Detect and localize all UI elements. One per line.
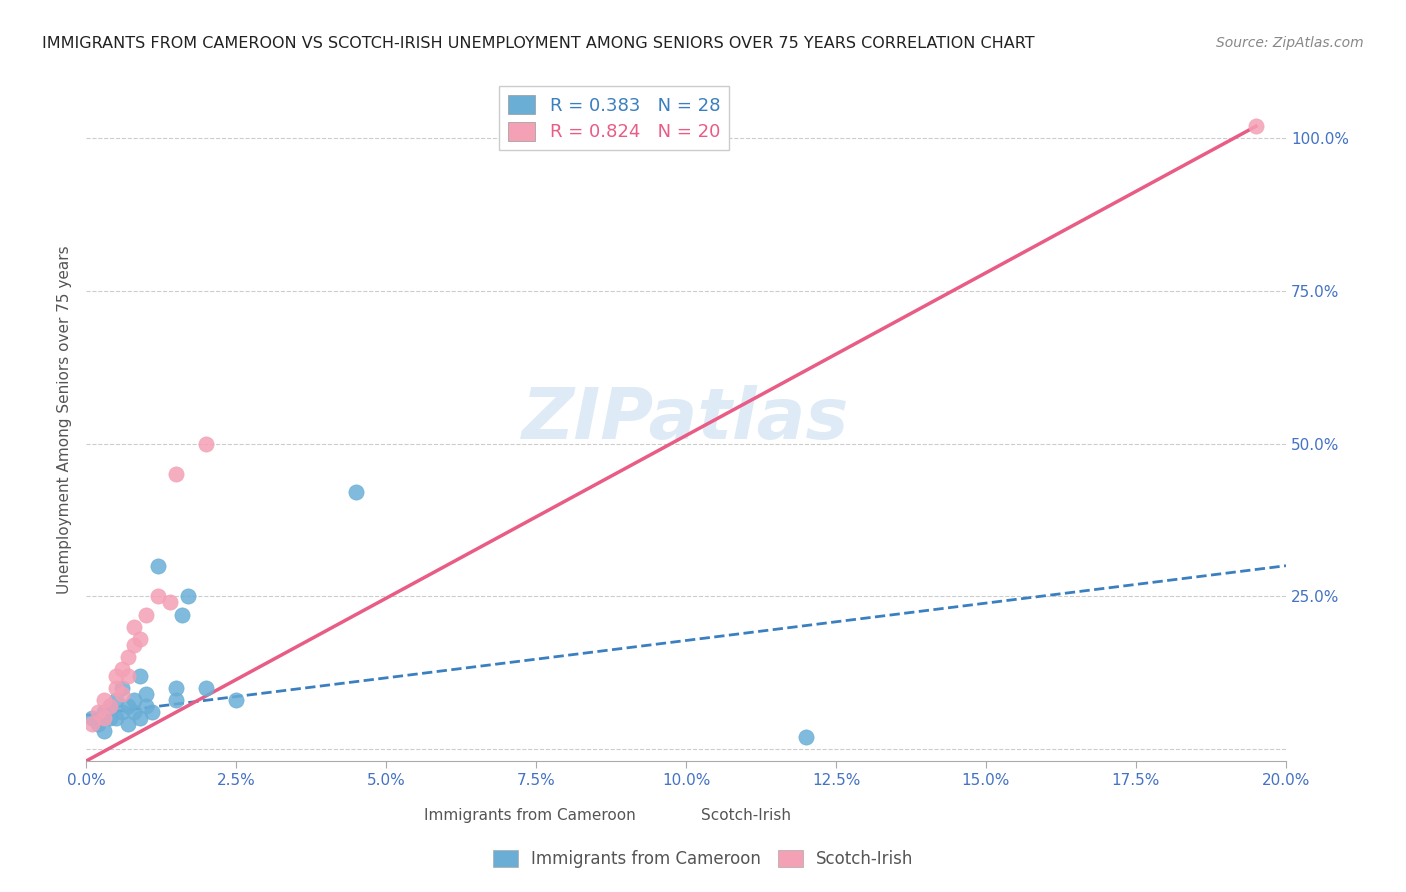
Point (98, 711, 121, 725)
Point (80, 717, 103, 731)
Legend: Immigrants from Cameroon, Scotch-Irish: Immigrants from Cameroon, Scotch-Irish (486, 843, 920, 875)
Text: Immigrants from Cameroon: Immigrants from Cameroon (425, 808, 636, 823)
Point (105, 711, 128, 725)
Point (129, 711, 152, 725)
Point (1244, 120, 1267, 134)
Point (111, 705, 134, 719)
Point (135, 607, 157, 622)
Point (195, 436, 218, 450)
Point (87, 705, 110, 719)
Point (170, 607, 193, 622)
Point (93, 705, 115, 719)
Point (93, 711, 115, 725)
Y-axis label: Unemployment Among Seniors over 75 years: Unemployment Among Seniors over 75 years (58, 245, 72, 593)
Point (117, 699, 139, 714)
Point (122, 638, 145, 652)
Legend: R = 0.383   N = 28, R = 0.824   N = 20: R = 0.383 N = 28, R = 0.824 N = 20 (499, 87, 730, 151)
Text: Source: ZipAtlas.com: Source: ZipAtlas.com (1216, 36, 1364, 50)
Point (80, 711, 103, 725)
Point (105, 693, 128, 707)
Point (117, 650, 139, 665)
Point (122, 693, 145, 707)
Point (105, 681, 128, 695)
Point (129, 668, 152, 682)
Point (129, 632, 152, 646)
Point (93, 693, 115, 707)
Point (122, 620, 145, 634)
Point (146, 589, 169, 603)
Point (117, 717, 139, 731)
Point (111, 663, 134, 677)
Point (177, 589, 200, 603)
Point (98, 699, 121, 714)
Point (93, 723, 115, 738)
Point (165, 693, 187, 707)
Point (117, 668, 139, 682)
Point (344, 485, 367, 500)
Point (87, 717, 110, 731)
Point (159, 595, 181, 609)
Point (165, 467, 187, 482)
Point (141, 705, 163, 719)
Text: Scotch-Irish: Scotch-Irish (702, 808, 792, 823)
Text: ZIPatlas: ZIPatlas (522, 384, 849, 454)
Point (135, 687, 157, 701)
Point (165, 681, 187, 695)
Point (111, 681, 134, 695)
Point (225, 693, 247, 707)
Point (135, 699, 157, 714)
Point (98, 699, 121, 714)
Point (794, 730, 817, 744)
Point (111, 687, 134, 701)
Point (146, 558, 169, 573)
Point (105, 668, 128, 682)
Text: IMMIGRANTS FROM CAMEROON VS SCOTCH-IRISH UNEMPLOYMENT AMONG SENIORS OVER 75 YEAR: IMMIGRANTS FROM CAMEROON VS SCOTCH-IRISH… (42, 36, 1035, 51)
Point (195, 681, 218, 695)
Point (122, 705, 145, 719)
